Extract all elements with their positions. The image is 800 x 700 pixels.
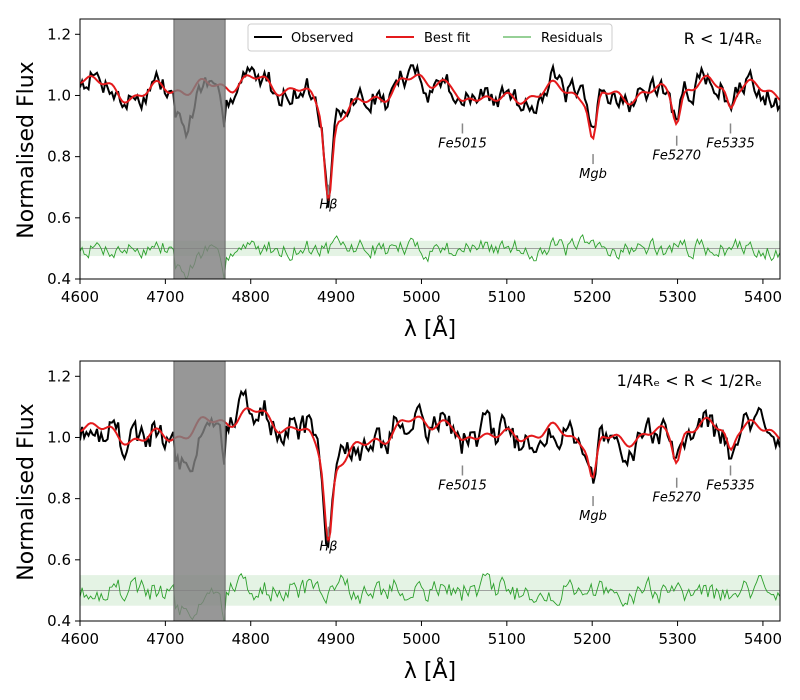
y-tick-label: 0.6 <box>47 209 71 227</box>
line-label-fe5270: Fe5270 <box>652 149 701 164</box>
legend: Observed Best fit Residuals <box>247 23 613 52</box>
x-tick-label: 4700 <box>146 630 184 648</box>
y-tick-label: 1.2 <box>47 25 71 43</box>
panel-bottom-plot-area <box>79 360 781 622</box>
panel-top-x-ticks: 4600 4700 4800 4900 5000 5100 5200 5300 5400 <box>61 279 782 306</box>
x-tick-label: 5200 <box>573 630 611 648</box>
axes-frame <box>79 18 781 280</box>
y-tick-label: 1.2 <box>47 367 71 385</box>
x-tick-label: 4800 <box>232 630 270 648</box>
x-tick-label: 5400 <box>744 630 782 648</box>
line-label-mgb: Mgb <box>579 167 607 182</box>
x-tick-label: 5400 <box>744 288 782 306</box>
line-label-fe5015: Fe5015 <box>438 478 487 493</box>
legend-best-fit-label: Best fit <box>424 31 470 46</box>
panel-top-region-label: R < 1/4Rₑ <box>684 29 762 48</box>
x-tick-label: 5000 <box>402 630 440 648</box>
panel-bottom-region-label: 1/4Rₑ < R < 1/2Rₑ <box>617 371 762 390</box>
line-label-fe5015: Fe5015 <box>438 136 487 151</box>
panel-bottom: 4600 4700 4800 4900 5000 5100 5200 5300 5400 0.4… <box>14 360 782 684</box>
panel-top-x-axis-title: λ [Å] <box>404 315 456 342</box>
x-tick-label: 4700 <box>146 288 184 306</box>
y-tick-label: 0.6 <box>47 551 71 569</box>
y-tick-label: 0.4 <box>47 612 71 630</box>
x-tick-label: 4800 <box>232 288 270 306</box>
panel-top-line-labels: Hβ Fe5015 Mgb Fe5270 Fe5335 <box>319 123 755 213</box>
axes-frame <box>79 360 781 622</box>
x-tick-label: 4900 <box>317 630 355 648</box>
x-tick-label: 4900 <box>317 288 355 306</box>
line-label-hβ: Hβ <box>319 198 337 213</box>
legend-observed-label: Observed <box>291 31 354 46</box>
line-label-mgb: Mgb <box>579 509 607 524</box>
panel-bottom-x-ticks: 4600 4700 4800 4900 5000 5100 5200 5300 5400 <box>61 621 782 648</box>
masked-region <box>173 19 226 279</box>
line-label-fe5270: Fe5270 <box>652 491 701 506</box>
y-tick-label: 0.8 <box>47 148 71 166</box>
x-tick-label: 4600 <box>61 630 99 648</box>
y-tick-label: 1.0 <box>47 86 71 104</box>
line-label-hβ: Hβ <box>319 540 337 555</box>
panel-top-y-ticks: 0.4 0.6 0.8 1.0 1.2 <box>47 25 80 288</box>
line-label-fe5335: Fe5335 <box>706 478 755 493</box>
x-tick-label: 5000 <box>402 288 440 306</box>
legend-box <box>247 23 613 52</box>
panel-bottom-line-labels: Hβ Fe5015 Mgb Fe5270 Fe5335 <box>319 465 755 555</box>
x-tick-label: 5300 <box>658 630 696 648</box>
panel-top-y-axis-title: Normalised Flux <box>14 61 39 238</box>
x-tick-label: 5100 <box>488 630 526 648</box>
panel-bottom-x-axis-title: λ [Å] <box>404 657 456 684</box>
x-tick-label: 5100 <box>488 288 526 306</box>
line-label-fe5335: Fe5335 <box>706 136 755 151</box>
masked-region <box>173 361 226 621</box>
y-tick-label: 1.0 <box>47 428 71 446</box>
x-tick-label: 5300 <box>658 288 696 306</box>
x-tick-label: 4600 <box>61 288 99 306</box>
panel-bottom-y-axis-title: Normalised Flux <box>14 403 39 580</box>
legend-residuals-label: Residuals <box>541 31 603 46</box>
panel-top-plot-area <box>79 18 781 280</box>
y-tick-label: 0.4 <box>47 270 71 288</box>
x-tick-label: 5200 <box>573 288 611 306</box>
panel-bottom-y-ticks: 0.4 0.6 0.8 1.0 1.2 <box>47 367 80 630</box>
y-tick-label: 0.8 <box>47 490 71 508</box>
panel-top: 4600 4700 4800 4900 5000 5100 5200 5300 5400 0.4… <box>14 18 782 342</box>
